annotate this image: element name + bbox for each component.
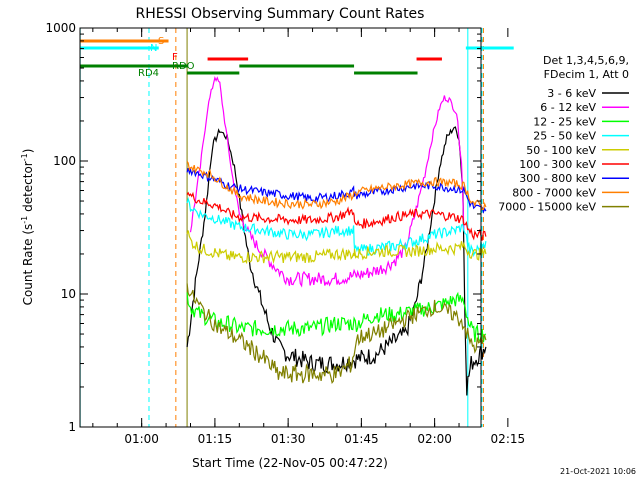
series-line-4 [186,196,487,258]
x-tick-label: 01:00 [124,432,159,446]
legend-label-6: 100 - 300 keV [519,158,596,171]
x-tick-label: 01:45 [344,432,379,446]
y-tick-label: 1 [68,420,76,434]
legend-label-4: 25 - 50 keV [533,130,596,143]
flag-label-s: S [158,36,164,47]
x-axis-label: Start Time (22-Nov-05 00:47:22) [192,456,388,470]
legend-label-9: 7000 - 15000 keV [498,201,596,214]
series-line-8 [186,161,487,211]
legend-header-line-2: FDecim 1, Att 0 [544,68,629,81]
y-axis-label: Count Rate (s-1 detector-1) [20,149,35,306]
legend-label-2: 6 - 12 keV [540,101,596,114]
plot-frame [79,27,482,428]
legend-label-1: 3 - 6 keV [547,87,596,100]
y-tick-label: 1000 [45,21,76,35]
series-line-7 [186,167,487,214]
x-axis-ticks: 01:00 01:15 01:30 01:45 02:00 02:15 [92,28,526,446]
y-tick-label: 100 [53,154,76,168]
legend-label-5: 50 - 100 keV [526,144,596,157]
legend: Det 1,3,4,5,6,9, FDecim 1, Att 0 3 - 6 k… [498,54,629,214]
chart-title: RHESSI Observing Summary Count Rates [136,6,425,22]
legend-label-7: 300 - 800 keV [519,172,596,185]
legend-label-8: 800 - 7000 keV [512,186,596,199]
legend-header-line-1: Det 1,3,4,5,6,9, [543,54,629,67]
series-line-5 [186,230,487,265]
x-tick-label: 01:30 [271,432,306,446]
flag-label-f: F [172,52,178,63]
flag-label-rdo: RDO [172,61,195,72]
series-line-6 [186,191,487,241]
flag-label-n: N [150,43,157,54]
flag-label-rd4: RD4 [138,68,159,79]
y-axis-ticks: 1 10 100 1000 [45,21,481,434]
series-line-2 [189,75,465,288]
x-tick-label: 01:15 [198,432,233,446]
series-line-9 [186,283,487,385]
series-lines [186,75,487,396]
x-tick-label: 02:00 [417,432,452,446]
legend-label-3: 12 - 25 keV [533,115,596,128]
x-tick-label: 02:15 [491,432,526,446]
footer-date: 21-Oct-2021 10:06 [560,467,636,476]
y-tick-label: 10 [61,287,76,301]
series-line-3 [186,291,487,345]
